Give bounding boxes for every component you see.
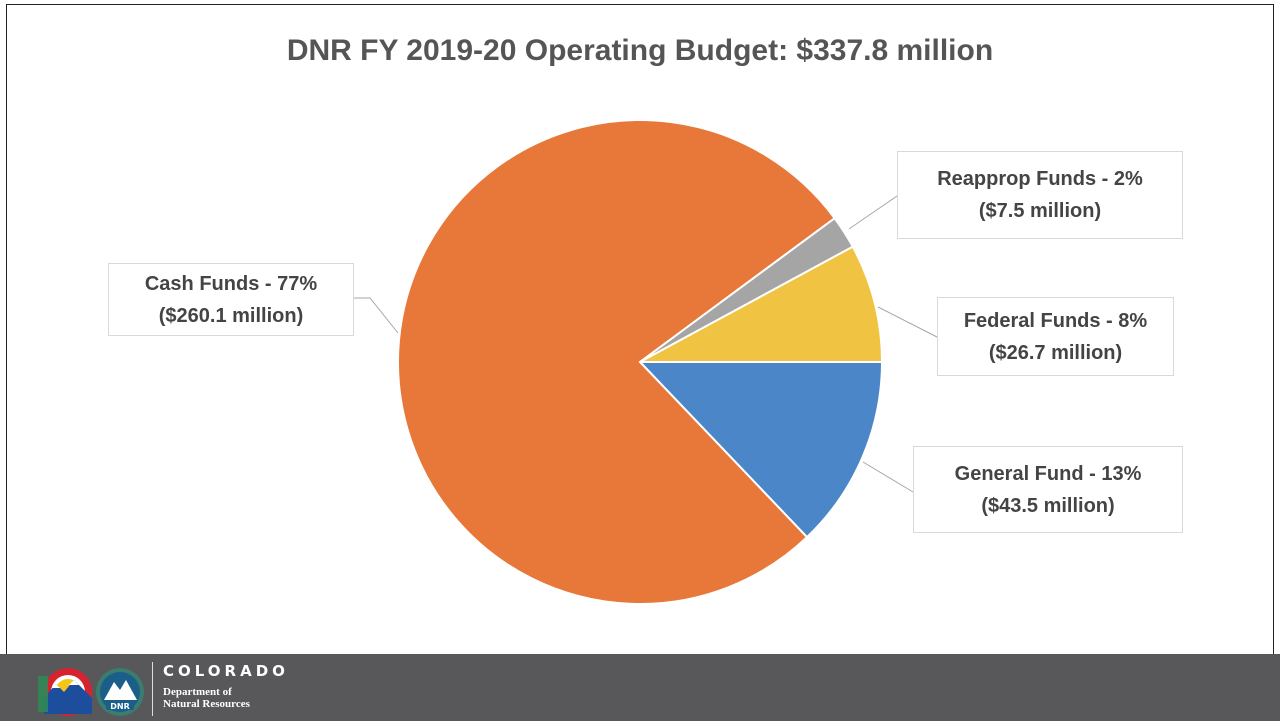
- pie-slice-federal-funds: [639, 245, 884, 363]
- data-label-reapprop-funds: Reapprop Funds - 2% ($7.5 million): [897, 151, 1183, 239]
- leader-line-reapprop-funds: [848, 195, 898, 230]
- logo-state-name: COLORADO: [163, 662, 289, 680]
- footer-bar: [0, 654, 1280, 721]
- data-label-federal-funds-line2: ($26.7 million): [988, 341, 1123, 364]
- leader-lines: [354, 195, 938, 493]
- data-label-reapprop-funds-line1: Reapprop Funds - 2%: [937, 168, 1143, 190]
- dnr-badge-text: DNR: [110, 702, 130, 711]
- data-label-general-fund-line1: General Fund - 13%: [954, 462, 1142, 485]
- colorado-flag-icon: [38, 668, 92, 716]
- chart-title: DNR FY 2019-20 Operating Budget: $337.8 …: [286, 34, 994, 67]
- colorado-logo: DNR: [38, 668, 144, 716]
- leader-line-cash-funds: [354, 297, 399, 334]
- data-label-general-fund: General Fund - 13% ($43.5 million): [913, 446, 1183, 533]
- data-label-reapprop-funds-line2: ($7.5 million): [978, 200, 1102, 222]
- pie-slices: [397, 119, 884, 605]
- data-label-cash-funds-line1: Cash Funds - 77%: [144, 272, 318, 295]
- data-label-general-fund-line2: ($43.5 million): [981, 494, 1115, 517]
- data-label-cash-funds: Cash Funds - 77% ($260.1 million): [108, 263, 354, 336]
- logo-department-line1: Department of: [163, 686, 232, 698]
- data-label-cash-funds-line2: ($260.1 million): [158, 304, 304, 327]
- leader-line-general-fund: [862, 461, 914, 493]
- pie-slice-cash-funds: [397, 119, 837, 605]
- logo-department-line2: Natural Resources: [163, 698, 250, 710]
- logo-department: Department of Natural Resources: [163, 686, 289, 710]
- pie-slice-general-fund: [637, 361, 884, 539]
- data-label-federal-funds-line1: Federal Funds - 8%: [963, 309, 1148, 332]
- dnr-badge-icon: DNR: [96, 668, 144, 716]
- data-label-federal-funds: Federal Funds - 8% ($26.7 million): [937, 297, 1174, 376]
- leader-line-federal-funds: [877, 306, 938, 338]
- logo-text: COLORADO Department of Natural Resources: [152, 662, 289, 716]
